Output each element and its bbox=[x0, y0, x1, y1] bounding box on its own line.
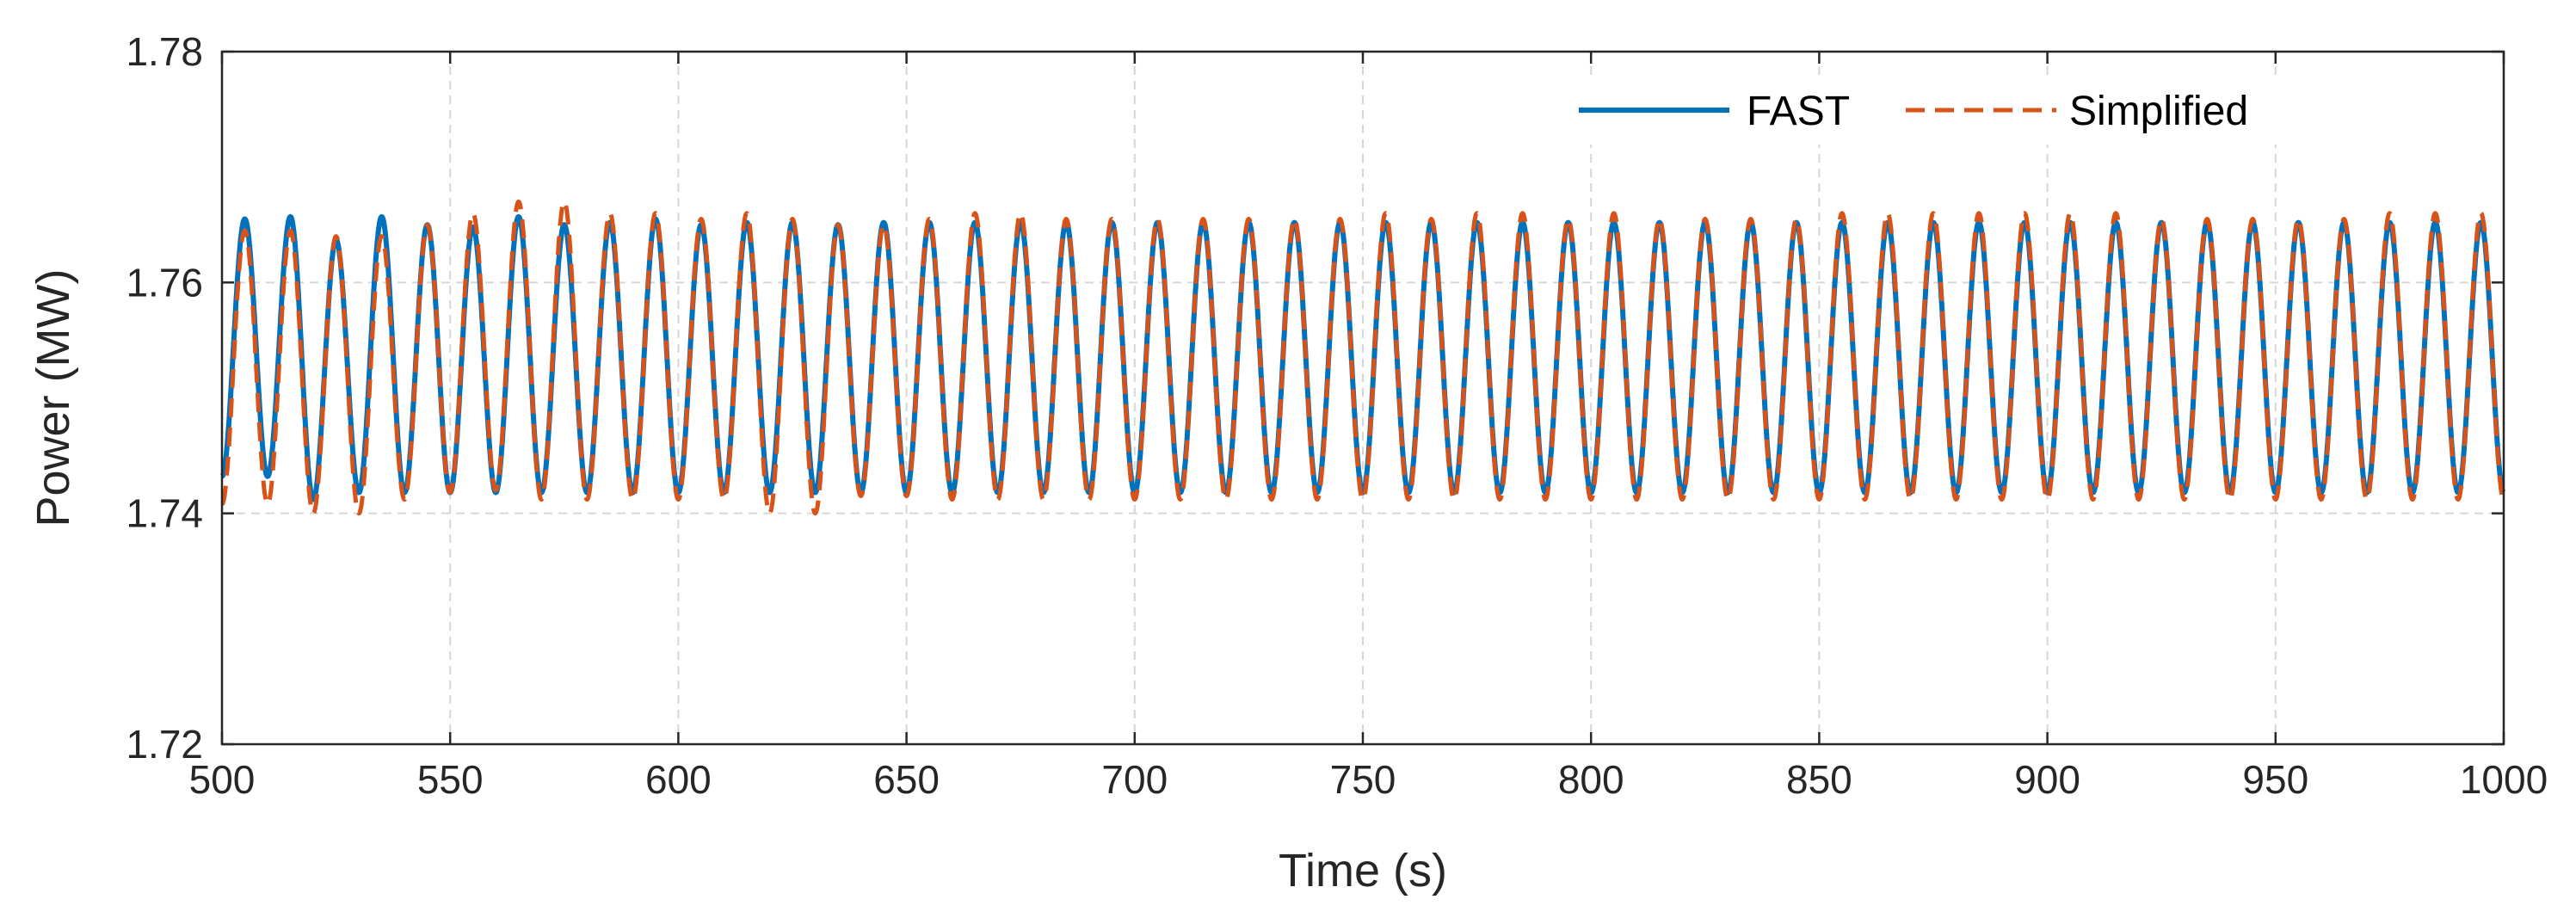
x-tick-label: 700 bbox=[1101, 757, 1168, 802]
series-layer bbox=[219, 199, 2506, 516]
x-axis-label: Time (s) bbox=[1279, 845, 1447, 896]
legend-label-fast: FAST bbox=[1747, 89, 1850, 134]
x-tick-label: 800 bbox=[1558, 757, 1624, 802]
x-tick-label: 850 bbox=[1786, 757, 1852, 802]
tick-labels: 500 550 600 650 700 750 800 850 900 950 1000 1.72 1.… bbox=[126, 29, 2548, 802]
y-tick-label: 1.74 bbox=[126, 491, 203, 536]
legend-label-simplified: Simplified bbox=[2069, 89, 2248, 134]
y-tick-label: 1.78 bbox=[126, 29, 203, 74]
x-tick-label: 650 bbox=[873, 757, 940, 802]
y-axis-label: Power (MW) bbox=[28, 269, 79, 527]
x-tick-label: 550 bbox=[417, 757, 484, 802]
x-tick-label: 600 bbox=[645, 757, 712, 802]
ticks bbox=[220, 50, 2505, 746]
x-tick-label: 750 bbox=[1330, 757, 1396, 802]
y-tick-label: 1.76 bbox=[126, 260, 203, 305]
y-tick-label: 1.72 bbox=[126, 722, 203, 767]
x-tick-label: 500 bbox=[189, 757, 256, 802]
legend: FAST Simplified bbox=[1562, 76, 2310, 145]
x-tick-label: 900 bbox=[2014, 757, 2080, 802]
x-tick-label: 1000 bbox=[2460, 757, 2548, 802]
x-tick-label: 950 bbox=[2242, 757, 2308, 802]
series-line-simplified bbox=[220, 199, 2505, 516]
